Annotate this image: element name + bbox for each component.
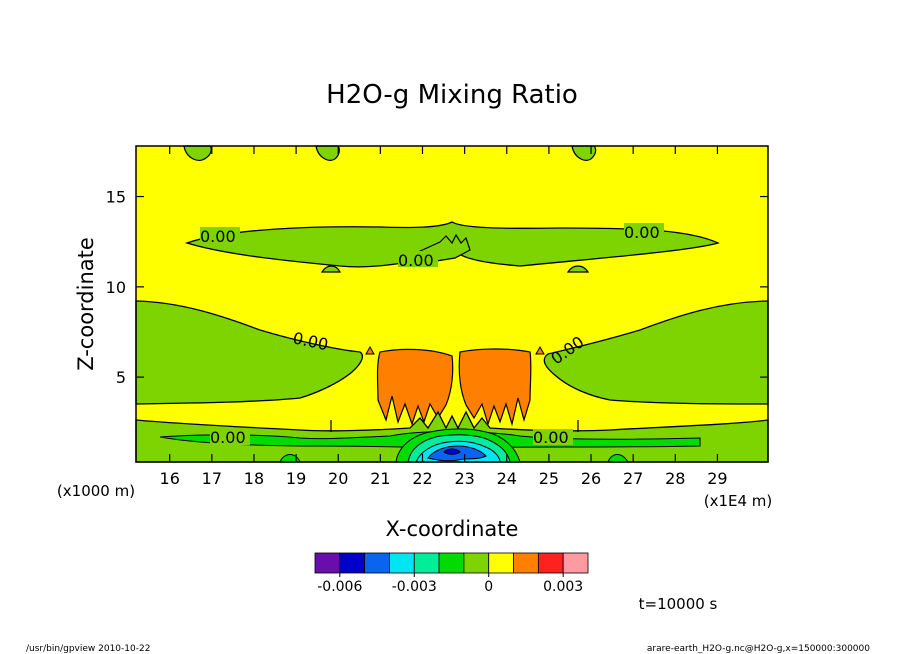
x-tick-label: 19 <box>286 469 306 488</box>
footer-right: arare-earth_H2O-g.nc@H2O-g,x=150000:3000… <box>647 644 870 654</box>
colorbar <box>314 552 589 574</box>
x-tick-label: 24 <box>497 469 517 488</box>
colorbar-swatch <box>364 552 390 574</box>
time-label: t=10000 s <box>639 595 718 613</box>
orange-column-left <box>376 348 454 426</box>
colorbar-swatch <box>463 552 490 574</box>
x-scale-note: (x1E4 m) <box>704 492 773 510</box>
left-mid-region <box>135 300 364 405</box>
y-axis-label: Z-coordinate <box>74 237 98 371</box>
y-tick-label: 15 <box>106 188 126 207</box>
x-tick-label: 25 <box>539 469 559 488</box>
orange-small-right <box>535 345 545 355</box>
colorbar-tick-label: -0.003 <box>392 579 437 595</box>
colorbar-swatch <box>488 552 514 574</box>
top-blob-1 <box>183 145 212 161</box>
y-tick-label: 10 <box>106 278 126 297</box>
x-tick-label: 29 <box>707 469 727 488</box>
x-tick-label: 23 <box>454 469 474 488</box>
orange-small-left <box>365 345 375 355</box>
chart-title: H2O-g Mixing Ratio <box>326 80 578 110</box>
upper-small-blob-left <box>320 265 341 273</box>
colorbar-swatch <box>389 552 415 574</box>
x-tick-label: 17 <box>202 469 222 488</box>
x-tick-label: 22 <box>412 469 432 488</box>
y-scale-note: (x1000 m) <box>57 482 135 500</box>
x-axis: 16 17 18 19 20 21 22 23 24 25 26 27 28 29 <box>160 146 728 488</box>
anomaly-darkblue <box>443 448 461 455</box>
x-tick-label: 21 <box>370 469 390 488</box>
colorbar-swatch <box>562 552 589 574</box>
contour-label: 0.00 <box>200 227 236 246</box>
x-tick-label: 20 <box>328 469 348 488</box>
x-tick-label: 26 <box>581 469 601 488</box>
top-blob-2 <box>315 145 340 161</box>
colorbar-swatch <box>314 552 341 574</box>
contour-label: 0.00 <box>624 223 660 242</box>
plot-frame <box>135 145 769 463</box>
colorbar-swatch <box>537 552 564 574</box>
contour-label: 0.00 <box>533 428 569 447</box>
colorbar-swatch <box>513 552 539 574</box>
upper-small-blob-right <box>566 265 590 273</box>
y-tick-label: 5 <box>116 368 126 387</box>
footer-left: /usr/bin/gpview 2010-10-22 <box>26 644 150 654</box>
x-tick-label: 18 <box>244 469 264 488</box>
colorbar-swatch <box>413 552 440 574</box>
colorbar-tick-label: 0 <box>484 579 493 595</box>
colorbar-swatch <box>339 552 366 574</box>
top-blob-3 <box>571 145 597 161</box>
colorbar-swatch <box>438 552 465 574</box>
x-axis-label: X-coordinate <box>386 517 519 541</box>
colorbar-tick-label: -0.006 <box>317 579 362 595</box>
plot-area: 0.00 0.00 0.00 0.00 0.00 0.00 0.00 <box>135 145 769 463</box>
colorbar-tick-labels: -0.006 -0.003 0 0.003 <box>317 573 583 595</box>
plot-background <box>136 146 768 462</box>
contour-label: 0.00 <box>398 251 434 270</box>
contour-label: 0.00 <box>210 428 246 447</box>
colorbar-tick-label: 0.003 <box>543 579 583 595</box>
x-tick-label: 28 <box>665 469 685 488</box>
right-mid-region <box>543 300 769 405</box>
x-tick-label: 27 <box>623 469 643 488</box>
y-axis: 5 10 15 <box>106 188 768 387</box>
orange-column-right <box>458 348 532 427</box>
x-tick-label: 16 <box>160 469 180 488</box>
